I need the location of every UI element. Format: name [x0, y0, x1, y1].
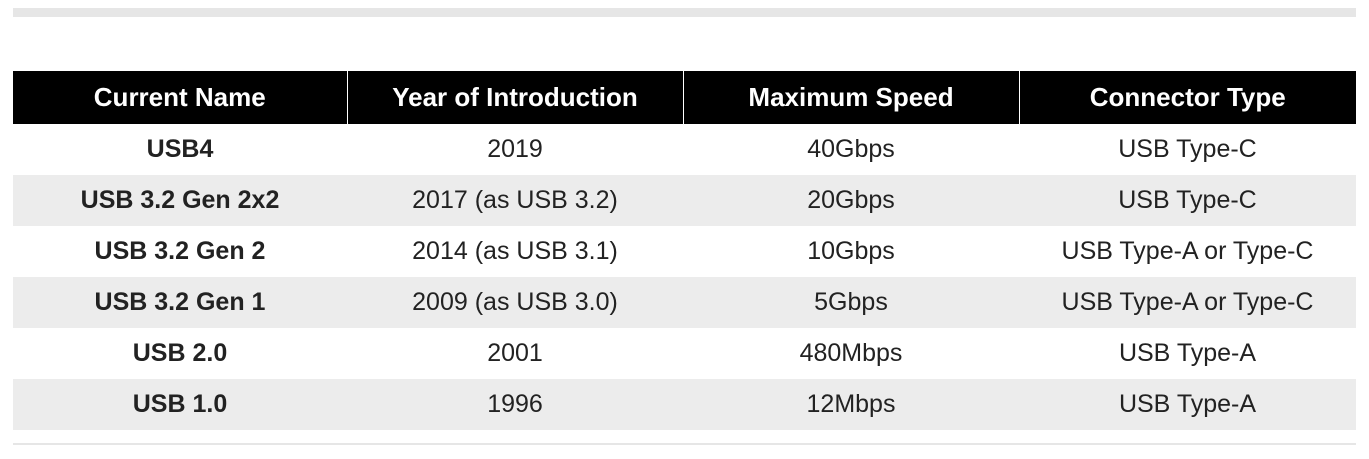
table-cell: 2019: [487, 135, 543, 163]
table-cell: USB 3.2 Gen 1: [13, 277, 347, 328]
table-cell: 20Gbps: [683, 175, 1019, 226]
table-cell: 40Gbps: [807, 135, 895, 163]
usb-table: Current Name Year of Introduction Maximum …: [13, 71, 1356, 430]
table-cell: USB4: [146, 135, 214, 163]
header-cell: Maximum Speed: [682, 71, 1019, 124]
table-cell: USB Type-A: [1019, 379, 1356, 430]
table-cell: USB 3.2 Gen 2: [94, 237, 266, 265]
table-row: USB4 2019 40Gbps USB Type-C: [13, 124, 1356, 175]
table-row: USB 3.2 Gen 1 2009 (as USB 3.0) 5Gbps USB T…: [13, 277, 1356, 328]
top-bar: [13, 8, 1356, 17]
header-cell: Current Name: [13, 71, 347, 124]
table-row: USB 3.2 Gen 2x2 2017 (as USB 3.2) 20Gbps US…: [13, 175, 1356, 226]
table-cell: USB Type-A: [1118, 339, 1257, 367]
table-body: USB4 2019 40Gbps USB Type-C USB 3.2 Gen 2x2 2…: [13, 124, 1356, 430]
table-cell: USB Type-C: [1118, 135, 1257, 163]
header-cell: Connector Type: [1018, 71, 1356, 124]
table-cell: 2009 (as USB 3.0): [347, 277, 683, 328]
bottom-line: [13, 443, 1356, 445]
table-cell: USB Type-C: [1019, 175, 1356, 226]
table-cell: 10Gbps: [807, 237, 895, 265]
table-cell: USB 2.0: [132, 339, 228, 367]
table-cell: USB 1.0: [13, 379, 347, 430]
header-cell: Year of Introduction: [346, 71, 683, 124]
table-cell: USB Type-A or Type-C: [1061, 237, 1314, 265]
table-row: USB 1.0 1996 12Mbps USB Type-A: [13, 379, 1356, 430]
table-cell: 5Gbps: [683, 277, 1019, 328]
table-cell: 480Mbps: [799, 339, 903, 367]
table-cell: 2017 (as USB 3.2): [347, 175, 683, 226]
table-cell: 2001: [487, 339, 543, 367]
table-cell: 2014 (as USB 3.1): [412, 237, 618, 265]
table-cell: USB Type-A or Type-C: [1019, 277, 1356, 328]
table-cell: USB 3.2 Gen 2x2: [13, 175, 347, 226]
table-row: USB 2.0 2001 480Mbps USB Type-A: [13, 328, 1356, 379]
table-cell: 1996: [347, 379, 683, 430]
table-row: USB 3.2 Gen 2 2014 (as USB 3.1) 10Gbps USB …: [13, 226, 1356, 277]
header-row: Current Name Year of Introduction Maximum …: [13, 71, 1356, 124]
table-cell: 12Mbps: [683, 379, 1019, 430]
